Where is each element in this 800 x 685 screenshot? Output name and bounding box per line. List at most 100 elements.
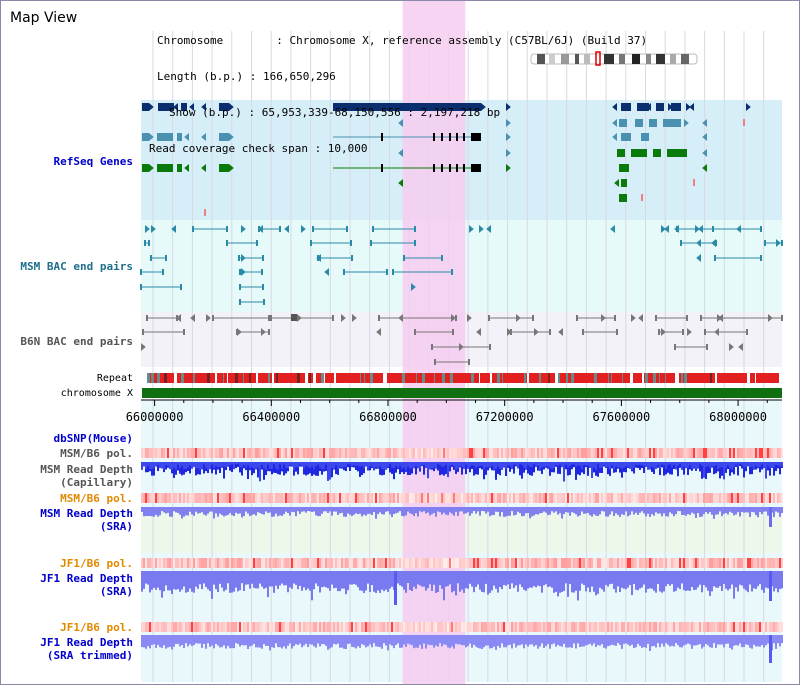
gene-exon[interactable] [621, 133, 631, 141]
track-label-jf1-pol-1[interactable]: JF1/B6 pol. [60, 557, 133, 570]
polymorphism-cell [545, 558, 547, 568]
gene-exon[interactable] [667, 149, 687, 157]
gene-exon[interactable] [619, 194, 627, 202]
read-depth-bar [743, 571, 745, 589]
track-label-jf1-pol-2[interactable]: JF1/B6 pol. [60, 621, 133, 634]
gene-exon[interactable] [463, 133, 465, 141]
polymorphism-cell [551, 622, 553, 632]
polymorphism-cell [605, 622, 607, 632]
bac-end [279, 226, 281, 232]
track-label-jf1-depth-sra[interactable]: JF1 Read Depth (SRA) [40, 572, 133, 598]
gene-exon[interactable] [433, 133, 435, 141]
gene-exon[interactable] [471, 164, 481, 172]
gene-exon[interactable] [449, 133, 451, 141]
gene-exon[interactable] [441, 133, 443, 141]
gene-exon[interactable] [142, 164, 149, 172]
read-depth-bar [645, 507, 647, 517]
read-depth-bar [757, 635, 759, 647]
gene-exon[interactable] [181, 103, 187, 111]
polymorphism-cell [159, 493, 161, 503]
gene-exon[interactable] [463, 164, 465, 172]
gene-exon[interactable] [381, 133, 383, 141]
gene-exon[interactable] [219, 164, 229, 172]
read-depth-bar [709, 571, 711, 596]
polymorphism-cell [387, 558, 389, 568]
ideogram-position-marker[interactable] [595, 51, 601, 66]
repeat-element [193, 373, 195, 383]
gene-exon[interactable] [635, 119, 643, 127]
gene-exon[interactable] [621, 179, 627, 187]
polymorphism-cell [613, 448, 615, 458]
gene-exon[interactable] [177, 133, 182, 141]
polymorphism-cell [455, 558, 457, 568]
read-depth-bar [439, 635, 441, 644]
read-depth-bar [745, 507, 747, 513]
gene-exon[interactable] [621, 103, 631, 111]
read-depth-bar [533, 462, 535, 465]
track-label-msm-bac[interactable]: MSM BAC end pairs [20, 260, 133, 273]
gene-exon[interactable] [641, 133, 649, 141]
polymorphism-cell [657, 493, 659, 503]
read-depth-bar [673, 507, 675, 517]
gene-exon[interactable] [333, 103, 481, 111]
read-depth-bar [309, 571, 311, 591]
track-label-jf1-depth-trimmed[interactable]: JF1 Read Depth (SRA trimmed) [40, 636, 133, 662]
track-label-refseq[interactable]: RefSeq Genes [53, 155, 133, 168]
gene-exon[interactable] [142, 103, 149, 111]
gene-exon[interactable] [663, 119, 681, 127]
read-depth-bar [251, 571, 253, 584]
gene-exon[interactable] [158, 103, 174, 111]
read-depth-bar [691, 462, 693, 469]
read-depth-bar [379, 571, 381, 593]
gene-exon[interactable] [619, 164, 629, 172]
gene-exon[interactable] [619, 119, 627, 127]
track-label-msm-depth-capillary[interactable]: MSM Read Depth (Capillary) [40, 463, 133, 489]
gene-exon[interactable] [219, 103, 229, 111]
polymorphism-cell [387, 622, 389, 632]
read-depth-bar [229, 507, 231, 514]
read-depth-bar [331, 571, 333, 585]
track-label-msm-depth-sra[interactable]: MSM Read Depth (SRA) [40, 507, 133, 533]
gene-exon[interactable] [653, 149, 661, 157]
read-depth-bar [451, 462, 453, 465]
gene-exon[interactable] [649, 119, 657, 127]
read-depth-bar [721, 507, 723, 517]
gene-exon[interactable] [471, 133, 481, 141]
read-depth-bar [365, 507, 367, 516]
polymorphism-cell [619, 622, 621, 632]
repeat-element [450, 373, 453, 383]
read-depth-bar [339, 571, 341, 592]
gene-exon[interactable] [441, 164, 443, 172]
gene-exon[interactable] [456, 133, 458, 141]
polymorphism-cell [407, 622, 409, 632]
gene-exon[interactable] [157, 133, 173, 141]
track-label-b6n-bac[interactable]: B6N BAC end pairs [20, 335, 133, 348]
gene-exon[interactable] [157, 164, 173, 172]
gene-exon[interactable] [449, 164, 451, 172]
bac-end [414, 329, 416, 335]
gene-exon[interactable] [142, 133, 149, 141]
track-label-msm-pol-2[interactable]: MSM/B6 pol. [60, 492, 133, 505]
track-label-dbsnp[interactable]: dbSNP(Mouse) [53, 432, 133, 445]
read-depth-bar [405, 635, 407, 647]
read-depth-bar [743, 462, 745, 478]
gene-exon[interactable] [381, 164, 383, 172]
gene-exon[interactable] [656, 103, 664, 111]
polymorphism-cell [735, 448, 737, 458]
gene-exon[interactable] [177, 164, 182, 172]
gene-exon[interactable] [631, 149, 647, 157]
chromosome-segment[interactable] [142, 388, 782, 398]
gene-exon[interactable] [617, 149, 625, 157]
gene-exon[interactable] [433, 164, 435, 172]
gene-exon[interactable] [637, 103, 649, 111]
read-depth-bar [647, 462, 649, 470]
gene-exon[interactable] [671, 103, 681, 111]
highlight-region[interactable] [402, 1, 466, 684]
gene-exon[interactable] [456, 164, 458, 172]
polymorphism-cell [677, 622, 679, 632]
repeat-element [324, 373, 325, 383]
polymorphism-cell [141, 448, 143, 458]
gene-exon[interactable] [219, 133, 229, 141]
track-label-msm-pol-1[interactable]: MSM/B6 pol. [60, 447, 133, 460]
